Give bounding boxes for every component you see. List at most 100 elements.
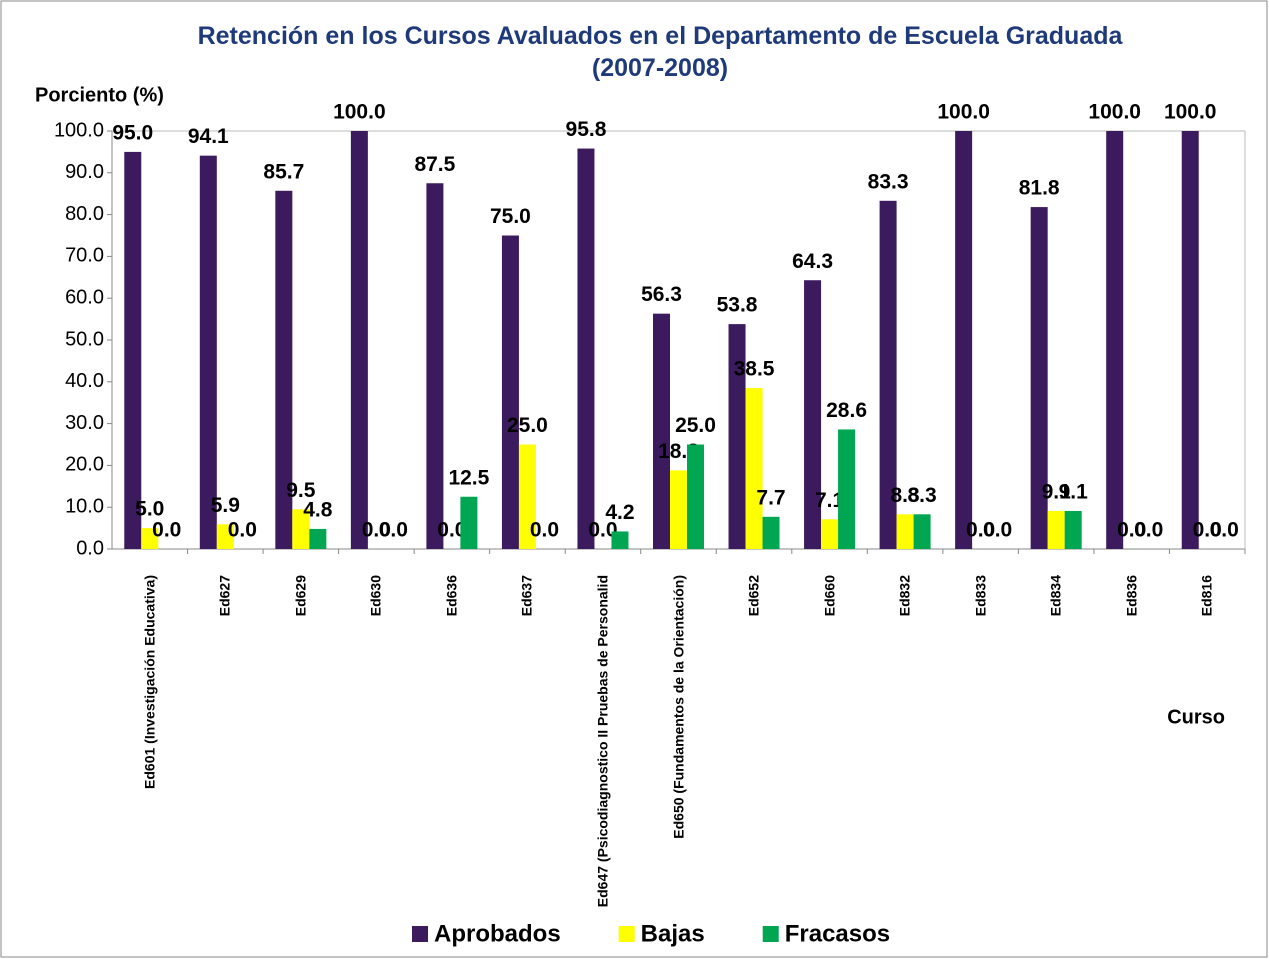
x-tick-label: Ed636 <box>443 575 460 617</box>
x-tick-label: Ed832 <box>896 575 913 617</box>
bar <box>292 509 310 549</box>
data-label: 9.1 <box>1042 481 1072 504</box>
data-label: 0.0 <box>983 519 1012 542</box>
legend-swatch <box>618 926 635 942</box>
y-tick-label: 10.0 <box>65 495 104 517</box>
data-label: 85.7 <box>263 160 304 183</box>
data-label: 0.0 <box>1117 519 1146 542</box>
data-label: 7.7 <box>756 486 785 509</box>
bar <box>1181 131 1199 549</box>
bar <box>501 235 519 549</box>
bar <box>275 190 293 550</box>
data-label: 38.5 <box>734 358 775 381</box>
data-label: 4.8 <box>303 498 333 521</box>
data-label: 0.0 <box>228 519 257 542</box>
y-tick-label: 60.0 <box>65 286 104 308</box>
data-label: 100.0 <box>1164 101 1217 124</box>
bar <box>1106 131 1124 549</box>
bar <box>426 183 444 549</box>
bar <box>879 200 897 549</box>
bar <box>896 514 914 549</box>
bar <box>577 148 595 549</box>
data-label: 56.3 <box>641 283 682 306</box>
x-tick-label: Ed650 (Fundamentos de la Orientación) <box>670 575 686 839</box>
data-label: 4.2 <box>605 501 634 524</box>
bar <box>199 155 217 550</box>
data-label: 53.8 <box>717 294 758 317</box>
bar <box>728 324 746 549</box>
data-label: 75.0 <box>490 205 531 228</box>
bar <box>611 531 629 549</box>
bar <box>838 429 856 549</box>
x-tick-label: Ed834 <box>1047 575 1064 617</box>
data-label: 0.0 <box>1210 519 1239 542</box>
data-label: 25.0 <box>507 414 548 437</box>
data-label: 95.0 <box>112 121 153 144</box>
data-label: 87.5 <box>414 153 455 176</box>
legend-swatch <box>762 926 779 942</box>
bar <box>670 470 687 549</box>
data-label: 100.0 <box>1088 101 1141 124</box>
bar <box>955 131 973 549</box>
data-label: 25.0 <box>675 414 716 437</box>
x-axis-label: Curso <box>1167 706 1225 728</box>
y-tick-label: 30.0 <box>65 412 104 434</box>
data-label: 5.9 <box>211 494 240 517</box>
data-label: 12.5 <box>448 466 489 489</box>
data-label: 0.0 <box>152 519 181 542</box>
bar <box>804 280 822 549</box>
legend-label: Aprobados <box>434 920 561 947</box>
bar <box>350 131 368 549</box>
x-tick-label: Ed816 <box>1198 575 1215 617</box>
x-tick-label: Ed652 <box>745 575 762 617</box>
y-tick-label: 0.0 <box>76 537 104 559</box>
y-tick-label: 20.0 <box>65 454 104 476</box>
data-label: 8.3 <box>890 484 919 507</box>
bar <box>216 524 234 549</box>
y-tick-label: 40.0 <box>65 370 104 392</box>
x-tick-label: Ed629 <box>292 575 309 617</box>
x-tick-label: Ed627 <box>216 575 233 617</box>
data-label: 5.0 <box>135 498 164 521</box>
y-tick-label: 70.0 <box>65 245 104 267</box>
data-label: 0.0 <box>1134 519 1163 542</box>
data-label: 0.0 <box>530 519 559 542</box>
y-tick-label: 100.0 <box>54 119 104 141</box>
data-label: 0.0 <box>437 519 466 542</box>
x-tick-label: Ed637 <box>518 575 535 617</box>
bar <box>518 444 536 549</box>
data-label: 7.1 <box>815 489 845 512</box>
bar <box>821 519 839 549</box>
bar <box>124 151 142 549</box>
data-label: 9.1 <box>1059 481 1089 504</box>
x-tick-label: Ed630 <box>367 575 384 617</box>
x-tick-label: Ed647 (Psicodiagnostico II Pruebas de Pe… <box>594 575 611 908</box>
legend-label: Fracasos <box>785 920 890 947</box>
data-label: 100.0 <box>937 101 990 124</box>
y-tick-label: 90.0 <box>65 161 104 183</box>
data-label: 95.8 <box>566 118 607 141</box>
data-label: 28.6 <box>826 399 867 422</box>
x-tick-label: Ed836 <box>1123 575 1140 617</box>
data-label: 83.3 <box>868 170 909 193</box>
data-label: 0.0 <box>362 519 391 542</box>
bar <box>309 528 327 549</box>
bar <box>460 496 478 549</box>
legend-swatch <box>412 926 428 942</box>
data-label: 0.0 <box>379 519 408 542</box>
y-tick-label: 80.0 <box>65 203 104 225</box>
y-axis-label: Porciento (%) <box>35 84 164 106</box>
x-tick-label: Ed601 (Investigación Educativa) <box>141 575 158 789</box>
data-label: 81.8 <box>1019 177 1060 200</box>
data-label: 0.0 <box>966 519 995 542</box>
bar <box>687 444 704 549</box>
data-label: 100.0 <box>333 101 386 124</box>
bar <box>913 514 931 549</box>
bar <box>1030 207 1048 550</box>
data-label: 9.5 <box>286 479 316 502</box>
x-tick-label: Ed660 <box>821 575 838 617</box>
data-label: 0.0 <box>588 519 617 542</box>
data-label: 94.1 <box>188 125 229 148</box>
